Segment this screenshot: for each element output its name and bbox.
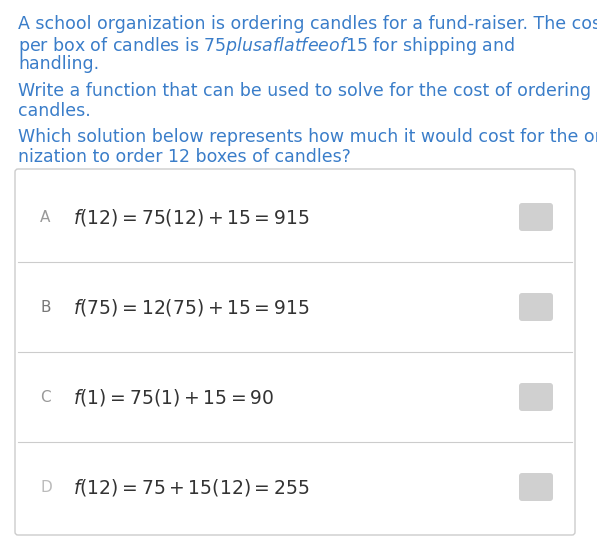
Text: $f(12) = 75 + 15(12) = 255$: $f(12) = 75 + 15(12) = 255$ — [73, 476, 309, 498]
Text: $f(1) = 75(1) + 15 = 90$: $f(1) = 75(1) + 15 = 90$ — [73, 387, 274, 408]
Text: C: C — [40, 389, 51, 404]
Text: A school organization is ordering candles for a fund-raiser. The cost: A school organization is ordering candle… — [18, 15, 597, 33]
Text: $f(75) = 12(75) + 15 = 915$: $f(75) = 12(75) + 15 = 915$ — [73, 296, 309, 317]
FancyBboxPatch shape — [15, 169, 575, 535]
Text: D: D — [40, 480, 52, 494]
Text: $f(12) = 75(12) + 15 = 915$: $f(12) = 75(12) + 15 = 915$ — [73, 206, 309, 228]
Text: Which solution below represents how much it would cost for the orga-: Which solution below represents how much… — [18, 128, 597, 146]
Text: nization to order 12 boxes of candles?: nization to order 12 boxes of candles? — [18, 148, 351, 166]
FancyBboxPatch shape — [519, 203, 553, 231]
Text: handling.: handling. — [18, 55, 99, 73]
Text: B: B — [40, 300, 51, 315]
FancyBboxPatch shape — [519, 473, 553, 501]
FancyBboxPatch shape — [519, 293, 553, 321]
Text: per box of candles is $75 plus a flat fee of $15 for shipping and: per box of candles is $75 plus a flat fe… — [18, 35, 515, 57]
Text: Write a function that can be used to solve for the cost of ordering: Write a function that can be used to sol… — [18, 82, 591, 100]
Text: A: A — [40, 210, 50, 224]
Text: candles.: candles. — [18, 102, 91, 120]
FancyBboxPatch shape — [519, 383, 553, 411]
